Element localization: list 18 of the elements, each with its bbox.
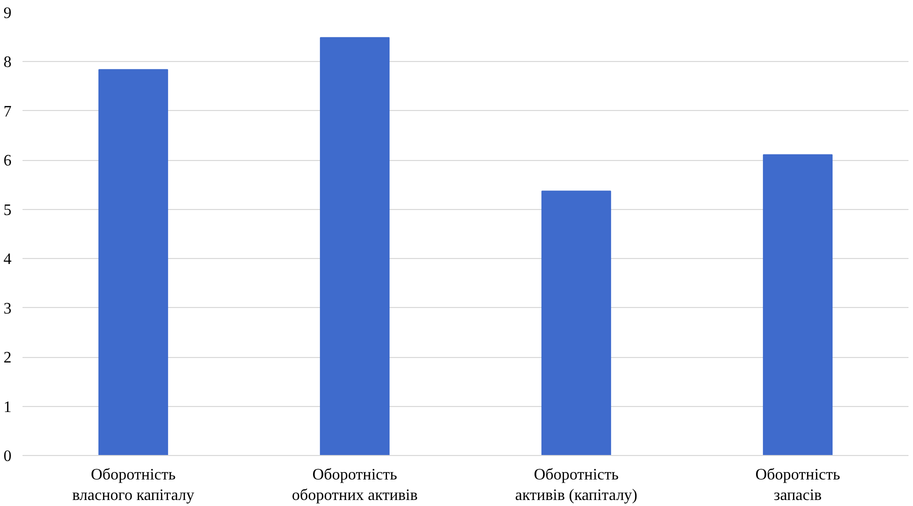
x-tick-label: Оборотність оборотних активів xyxy=(292,466,418,504)
y-tick-label: 1 xyxy=(4,398,12,416)
y-tick-label: 7 xyxy=(4,103,12,120)
y-tick-label: 9 xyxy=(4,5,12,22)
y-tick-label: 8 xyxy=(4,54,12,72)
y-tick-label: 5 xyxy=(4,202,12,219)
y-tick-label: 6 xyxy=(4,152,12,170)
y-tick-label: 4 xyxy=(4,251,12,268)
bar xyxy=(98,69,168,456)
y-tick-label: 2 xyxy=(4,350,12,367)
y-tick-label: 3 xyxy=(4,300,12,318)
bar xyxy=(320,37,390,456)
x-tick-label: Оборотність власного капіталу xyxy=(72,466,194,504)
x-tick-label: Оборотність активів (капіталу) xyxy=(515,466,638,504)
x-tick-label: Оборотність запасів xyxy=(755,466,840,504)
y-tick-label: 0 xyxy=(4,448,12,465)
bar xyxy=(762,154,833,456)
bar xyxy=(541,190,612,456)
